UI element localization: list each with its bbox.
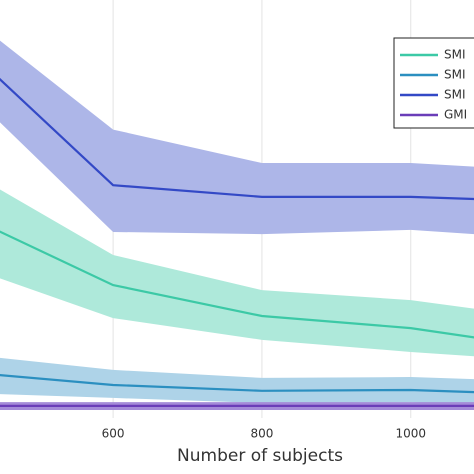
- line: [0, 230, 474, 339]
- x-tick-label: 600: [102, 427, 125, 441]
- line: [0, 374, 474, 394]
- plot-area: [0, 40, 474, 411]
- legend-label: SMI: [444, 68, 466, 82]
- legend-box: [393, 37, 474, 129]
- legend-label: SMI: [444, 88, 466, 102]
- confidence-band: [0, 357, 474, 405]
- axis: 600 800 1000: [102, 427, 426, 441]
- legend: SMI SMI SMI GMI: [393, 37, 474, 129]
- legend-label: SMI: [444, 48, 466, 62]
- legend-label: GMI: [444, 108, 467, 122]
- x-tick-label: 800: [250, 427, 273, 441]
- confidence-band: [0, 189, 474, 357]
- line: [0, 77, 474, 201]
- x-axis-label: Number of subjects: [177, 446, 343, 466]
- x-tick-label: 1000: [395, 427, 426, 441]
